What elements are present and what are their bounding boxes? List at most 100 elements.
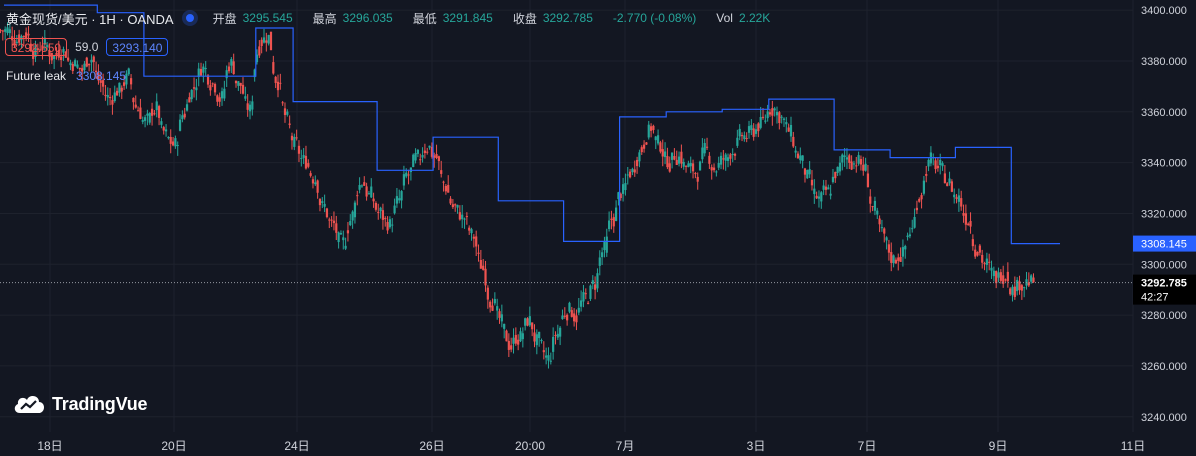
- candle-body: [603, 241, 606, 251]
- candle-body: [479, 259, 482, 269]
- candle-body: [517, 339, 520, 345]
- candle-body: [29, 43, 32, 52]
- candle-body: [717, 163, 720, 168]
- candle-body: [1027, 282, 1030, 286]
- candle-body: [668, 163, 671, 172]
- candle-body: [976, 251, 979, 256]
- candle-body: [41, 45, 44, 50]
- candle-body: [666, 156, 669, 168]
- x-tick-label: 20:00: [515, 439, 545, 453]
- candle-body: [628, 171, 632, 178]
- candle-body: [15, 41, 18, 43]
- candle-body: [913, 217, 916, 228]
- candle-body: [146, 113, 149, 116]
- candle-body: [670, 152, 674, 160]
- candle-body: [803, 168, 807, 175]
- candle-body: [712, 167, 716, 171]
- candle-body: [521, 333, 524, 340]
- candle-body: [960, 198, 963, 207]
- candle-body: [279, 82, 282, 84]
- candle-body: [1016, 279, 1019, 292]
- candle-body: [302, 155, 305, 158]
- candle-body: [540, 340, 543, 342]
- candle-body: [575, 315, 578, 323]
- candle-body: [444, 185, 447, 192]
- candle-body: [969, 220, 972, 227]
- candle-body: [512, 337, 515, 344]
- candle-body: [195, 87, 198, 91]
- candle-body: [601, 252, 604, 258]
- candle-body: [526, 318, 529, 326]
- candle-body: [566, 314, 569, 321]
- candle-body: [286, 111, 289, 115]
- candle-body: [624, 183, 627, 191]
- y-tick-label: 3280.000: [1141, 310, 1187, 322]
- indicator-legend[interactable]: Future leak 3308.145: [6, 69, 126, 83]
- candle-body: [978, 245, 981, 253]
- candle-body: [192, 87, 196, 89]
- candle-body: [433, 155, 436, 158]
- candle-body: [288, 123, 291, 125]
- candle-body: [407, 174, 410, 176]
- candle-body: [314, 182, 317, 185]
- candle-body: [468, 227, 471, 231]
- sell-price-button[interactable]: 3292.550: [5, 38, 68, 56]
- y-tick-label: 3340.000: [1141, 158, 1187, 170]
- candle-body: [635, 159, 639, 167]
- candle-body: [297, 145, 301, 154]
- candle-body: [936, 165, 939, 169]
- candle-body: [808, 169, 811, 175]
- candle-body: [232, 61, 235, 75]
- candle-body: [220, 91, 224, 99]
- legend-bar: 黄金现货/美元 · 1H · OANDA 开盘 3295.545 最高 3296…: [6, 9, 790, 27]
- future-leak-line: [4, 4, 1060, 245]
- candle-body: [171, 141, 175, 146]
- candle-body: [258, 46, 261, 56]
- candle-body: [554, 335, 557, 337]
- candle-body: [747, 126, 751, 133]
- candle-body: [337, 232, 340, 243]
- candle-body: [157, 106, 161, 118]
- candle-body: [83, 63, 86, 71]
- symbol-title[interactable]: 黄金现货/美元 · 1H · OANDA: [6, 11, 174, 27]
- candle-body: [472, 236, 475, 239]
- candle-body: [360, 185, 364, 187]
- candle-body: [775, 111, 779, 116]
- candle-body: [484, 268, 487, 286]
- candle-body: [638, 152, 641, 162]
- candle-body: [0, 30, 2, 32]
- candle-body: [759, 116, 762, 128]
- x-tick-label: 26日: [419, 439, 444, 453]
- candle-body: [185, 104, 189, 111]
- candle-body: [528, 316, 531, 326]
- candle-body: [899, 256, 902, 262]
- candle-body: [6, 27, 9, 33]
- candle-body: [743, 135, 746, 140]
- candle-body: [897, 257, 900, 261]
- candle-body: [710, 167, 713, 171]
- candle-body: [974, 249, 977, 257]
- candle-body: [465, 216, 468, 218]
- candle-body: [190, 89, 193, 100]
- candle-body: [230, 59, 233, 66]
- candle-body: [761, 116, 765, 118]
- candle-body: [379, 207, 382, 212]
- candle-body: [113, 92, 116, 102]
- cloud-logo-icon: [14, 396, 45, 413]
- candle-body: [311, 179, 315, 184]
- x-tick-label: 7日: [858, 439, 877, 453]
- candle-body: [722, 158, 725, 160]
- vol-value: 2.22K: [738, 11, 771, 25]
- candle-body: [547, 355, 550, 361]
- candle-body: [162, 127, 165, 131]
- candle-body: [125, 73, 128, 85]
- candle-body: [167, 137, 170, 139]
- candle-body: [810, 179, 814, 186]
- candle-body: [552, 336, 555, 352]
- candle-body: [1002, 275, 1005, 284]
- candle-body: [992, 270, 995, 277]
- candle-body: [577, 307, 580, 313]
- buy-price-button[interactable]: 3293.140: [106, 38, 169, 56]
- candle-body: [659, 142, 662, 152]
